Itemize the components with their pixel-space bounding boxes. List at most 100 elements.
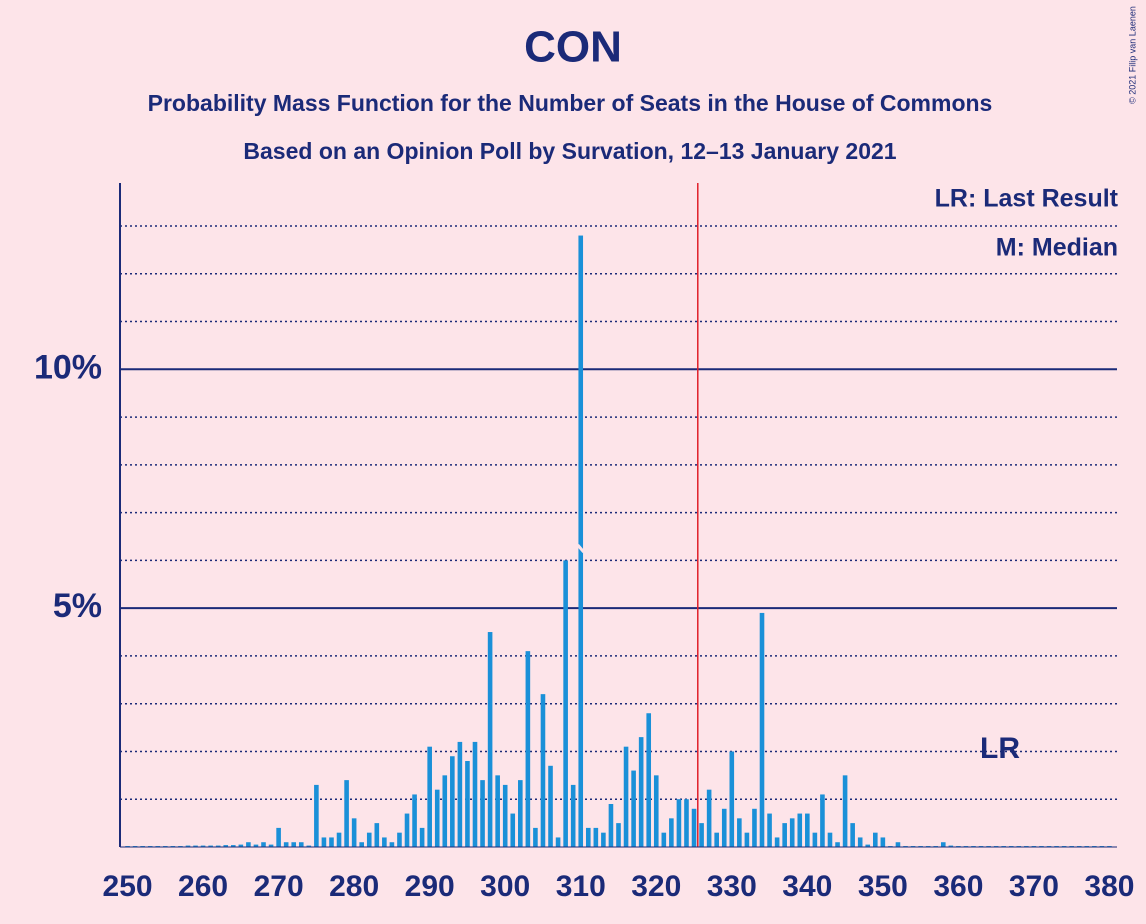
bar bbox=[767, 813, 772, 847]
bar bbox=[805, 813, 810, 847]
x-tick-label: 280 bbox=[329, 870, 379, 903]
bar bbox=[940, 842, 946, 847]
x-tick-label: 270 bbox=[254, 870, 304, 903]
bar bbox=[404, 813, 410, 847]
bar bbox=[238, 844, 244, 847]
legend-entry: LR: Last Result bbox=[935, 185, 1119, 213]
x-tick-label: 380 bbox=[1084, 870, 1134, 903]
bar bbox=[570, 784, 576, 847]
bar bbox=[389, 842, 395, 847]
bar bbox=[215, 845, 221, 847]
bar bbox=[835, 842, 840, 847]
bar bbox=[268, 844, 274, 847]
bar bbox=[608, 804, 614, 847]
bar bbox=[812, 832, 818, 847]
bar bbox=[638, 737, 644, 847]
bar bbox=[691, 808, 697, 847]
bar bbox=[223, 845, 229, 847]
bar bbox=[230, 845, 236, 847]
x-tick-label: 320 bbox=[631, 870, 681, 903]
bar bbox=[185, 845, 191, 847]
bar bbox=[246, 842, 251, 847]
bar bbox=[457, 741, 463, 847]
bar bbox=[699, 823, 704, 847]
bar bbox=[412, 794, 417, 847]
bar bbox=[291, 842, 297, 847]
bar bbox=[684, 799, 689, 847]
bar bbox=[306, 845, 312, 847]
bar bbox=[495, 775, 500, 847]
bar bbox=[850, 823, 855, 847]
bar bbox=[578, 235, 584, 848]
bar bbox=[283, 842, 289, 847]
bar bbox=[314, 784, 319, 847]
bar bbox=[480, 780, 485, 847]
bar bbox=[744, 832, 750, 847]
bar bbox=[797, 813, 803, 847]
bar bbox=[585, 827, 591, 847]
bar bbox=[661, 832, 667, 847]
bar bbox=[616, 823, 621, 847]
bar bbox=[752, 808, 757, 847]
bar bbox=[631, 770, 636, 847]
bar bbox=[253, 844, 259, 847]
bar bbox=[487, 632, 493, 847]
lr-label: LR bbox=[980, 732, 1020, 765]
bar bbox=[623, 746, 629, 847]
x-tick-label: 340 bbox=[782, 870, 832, 903]
bar bbox=[472, 741, 478, 847]
bar bbox=[842, 775, 848, 847]
bar bbox=[676, 799, 682, 847]
bar bbox=[865, 844, 871, 847]
bar bbox=[419, 827, 425, 847]
x-tick-label: 330 bbox=[707, 870, 757, 903]
bar bbox=[873, 832, 878, 847]
x-tick-label: 370 bbox=[1009, 870, 1059, 903]
bar bbox=[208, 845, 213, 847]
bar bbox=[193, 845, 198, 847]
bar bbox=[261, 842, 266, 847]
bar bbox=[548, 765, 553, 847]
bar bbox=[366, 832, 372, 847]
x-tick-label: 260 bbox=[178, 870, 228, 903]
bar bbox=[427, 746, 432, 847]
bar bbox=[533, 827, 538, 847]
bar bbox=[276, 827, 281, 847]
subtitle: Probability Mass Function for the Number… bbox=[148, 90, 993, 116]
bar bbox=[442, 775, 448, 847]
bar bbox=[518, 780, 523, 847]
bar bbox=[359, 842, 364, 847]
bar bbox=[329, 837, 334, 847]
bar bbox=[200, 845, 206, 847]
bar bbox=[706, 789, 712, 847]
bar bbox=[774, 837, 780, 847]
bar bbox=[382, 837, 387, 847]
x-tick-label: 310 bbox=[556, 870, 606, 903]
chart-title: CON bbox=[524, 23, 622, 72]
median-marker bbox=[576, 544, 585, 553]
bar bbox=[857, 837, 863, 847]
bar bbox=[321, 837, 327, 847]
x-tick-label: 360 bbox=[933, 870, 983, 903]
bar bbox=[880, 837, 886, 847]
bar bbox=[827, 832, 833, 847]
bar bbox=[729, 751, 735, 847]
bar bbox=[450, 756, 455, 847]
bar bbox=[510, 813, 516, 847]
x-tick-label: 300 bbox=[480, 870, 530, 903]
bar bbox=[525, 651, 531, 847]
bar bbox=[669, 818, 674, 847]
bar bbox=[714, 832, 719, 847]
bar bbox=[593, 827, 599, 847]
bar bbox=[721, 808, 727, 847]
bar bbox=[344, 780, 349, 847]
y-tick-label: 5% bbox=[53, 587, 102, 625]
bar bbox=[653, 775, 659, 847]
x-tick-label: 290 bbox=[405, 870, 455, 903]
bar bbox=[646, 713, 652, 847]
bar bbox=[563, 560, 568, 847]
x-tick-label: 250 bbox=[103, 870, 153, 903]
bar bbox=[737, 818, 742, 847]
bar bbox=[434, 789, 440, 847]
